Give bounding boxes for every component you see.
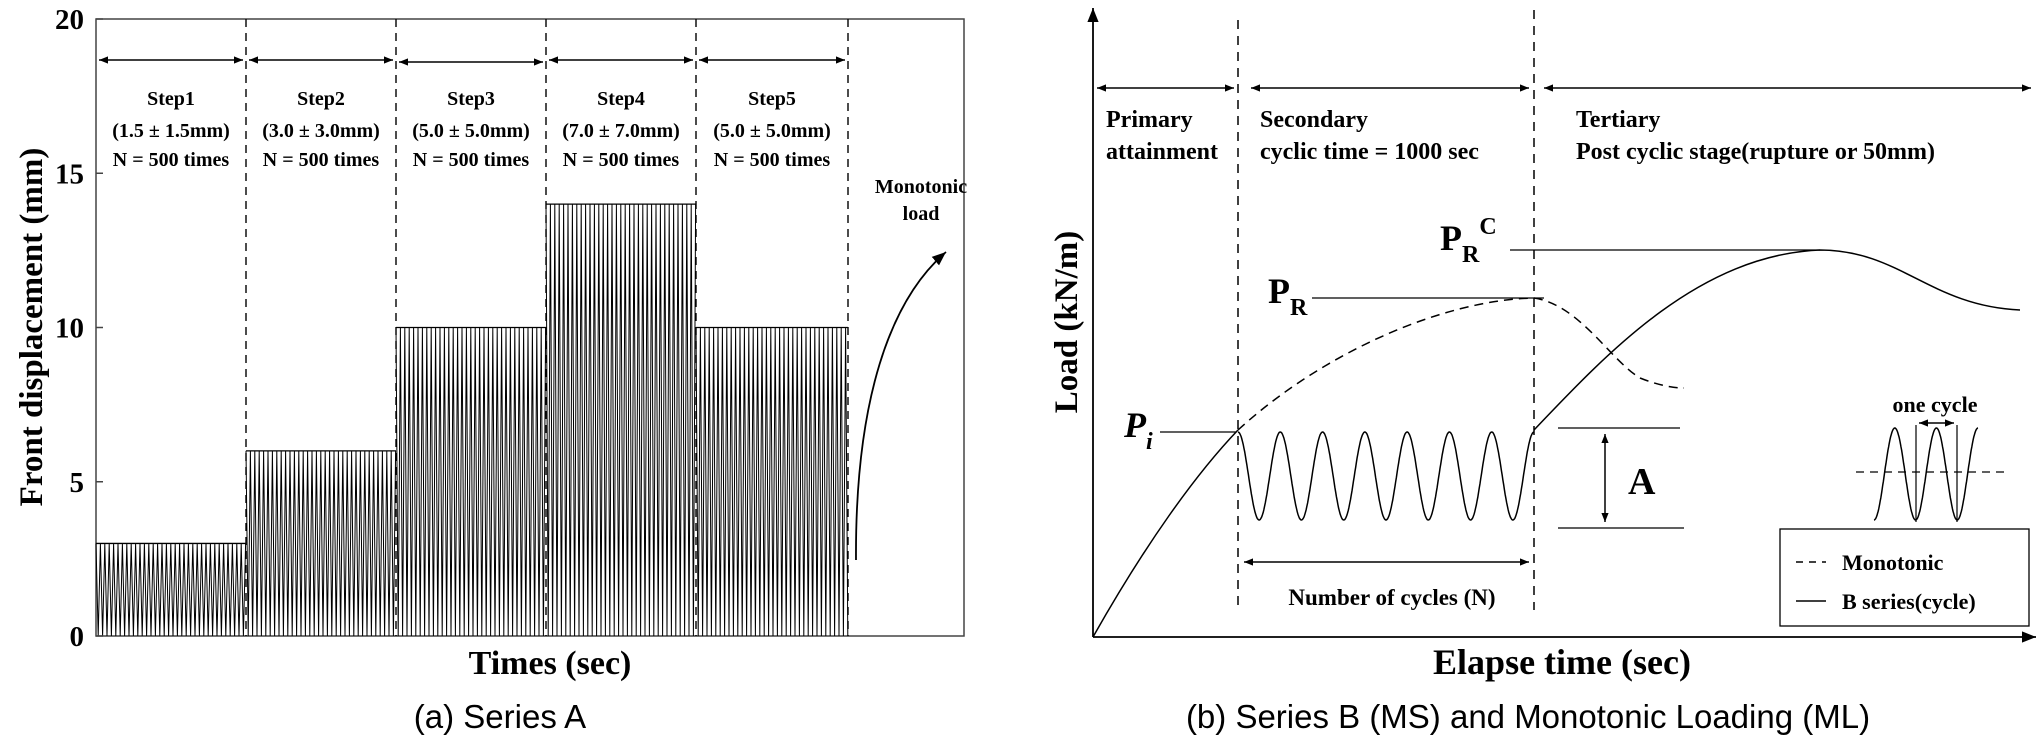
step4-range: (7.0 ± 7.0mm) bbox=[562, 120, 680, 142]
post-cyclic-load-curve bbox=[1533, 249, 2021, 431]
panel-b: Primary attainment Secondary cyclic time… bbox=[1049, 8, 2036, 735]
step4-cyclic-trace bbox=[545, 204, 697, 637]
step3-range: (5.0 ± 5.0mm) bbox=[412, 120, 530, 142]
monotonic-label-2: load bbox=[903, 203, 940, 225]
step5-count: N = 500 times bbox=[714, 149, 831, 171]
y-axis-ticks-a: 0 5 10 15 20 bbox=[55, 4, 103, 653]
step5-name: Step5 bbox=[748, 88, 796, 110]
step1-name: Step1 bbox=[147, 88, 195, 110]
step2-count: N = 500 times bbox=[263, 149, 380, 171]
step5-cyclic-trace bbox=[695, 327, 849, 637]
stage-secondary-line1: Secondary bbox=[1260, 107, 1368, 133]
y-axis-label-b: Load (kN/m) bbox=[1049, 231, 1085, 413]
monotonic-dashed-curve bbox=[1237, 297, 1685, 431]
y-tick-label-5: 5 bbox=[70, 467, 85, 499]
prc-label: PRC bbox=[1440, 214, 1497, 268]
step2-name: Step2 bbox=[297, 88, 345, 110]
cyclic-load-wave bbox=[1237, 431, 1535, 521]
stage-tertiary-line2: Post cyclic stage(rupture or 50mm) bbox=[1576, 139, 1935, 165]
stage-secondary-line2: cyclic time = 1000 sec bbox=[1260, 139, 1479, 165]
pr-label: PR bbox=[1268, 271, 1308, 321]
step3-cyclic-trace bbox=[395, 327, 547, 637]
panel-a: Step1 (1.5 ± 1.5mm) N = 500 times Step2 (3.0… bbox=[14, 4, 967, 735]
y-tick-label-15: 15 bbox=[55, 158, 84, 190]
one-cycle-inset-wave bbox=[1873, 427, 1979, 521]
caption-b: (b) Series B (MS) and Monotonic Loading … bbox=[1186, 698, 1870, 735]
stage-primary-line1: Primary bbox=[1106, 107, 1193, 133]
step3-count: N = 500 times bbox=[413, 149, 530, 171]
y-tick-label-0: 0 bbox=[70, 621, 85, 653]
y-tick-label-20: 20 bbox=[55, 4, 84, 36]
step-boundaries bbox=[245, 19, 849, 636]
step3-name: Step3 bbox=[447, 88, 495, 110]
cyclic-displacement-traces bbox=[95, 203, 849, 637]
cycles-label: Number of cycles (N) bbox=[1288, 585, 1495, 610]
step2-range: (3.0 ± 3.0mm) bbox=[262, 120, 380, 142]
step-span-arrows bbox=[99, 56, 845, 66]
step5-range: (5.0 ± 5.0mm) bbox=[713, 120, 831, 142]
pi-label: Pi bbox=[1123, 405, 1153, 455]
stage-tertiary-line1: Tertiary bbox=[1576, 107, 1660, 133]
step-labels: Step1 (1.5 ± 1.5mm) N = 500 times Step2 (3.0… bbox=[112, 88, 831, 171]
step2-cyclic-trace bbox=[245, 450, 397, 637]
step1-count: N = 500 times bbox=[113, 149, 230, 171]
x-axis-label-a: Times (sec) bbox=[469, 645, 632, 682]
y-tick-label-10: 10 bbox=[55, 313, 84, 345]
monotonic-load-curve bbox=[855, 251, 947, 561]
step1-cyclic-trace bbox=[95, 543, 247, 637]
x-axis-label-b: Elapse time (sec) bbox=[1433, 642, 1691, 682]
step4-name: Step4 bbox=[597, 88, 645, 110]
y-axis-label-a: Front displacement (mm) bbox=[14, 148, 50, 507]
step4-count: N = 500 times bbox=[563, 149, 680, 171]
step1-range: (1.5 ± 1.5mm) bbox=[112, 120, 230, 142]
caption-a: (a) Series A bbox=[414, 698, 586, 735]
monotonic-label-1: Monotonic bbox=[875, 176, 967, 198]
one-cycle-label: one cycle bbox=[1893, 392, 1978, 417]
legend-box bbox=[1779, 528, 2030, 627]
amplitude-label: A bbox=[1628, 461, 1656, 503]
stage-primary-line2: attainment bbox=[1106, 139, 1218, 165]
legend-entry-monotonic: Monotonic bbox=[1842, 550, 1944, 575]
primary-load-curve bbox=[1092, 429, 1239, 638]
legend-entry-b-series: B series(cycle) bbox=[1842, 589, 1976, 614]
